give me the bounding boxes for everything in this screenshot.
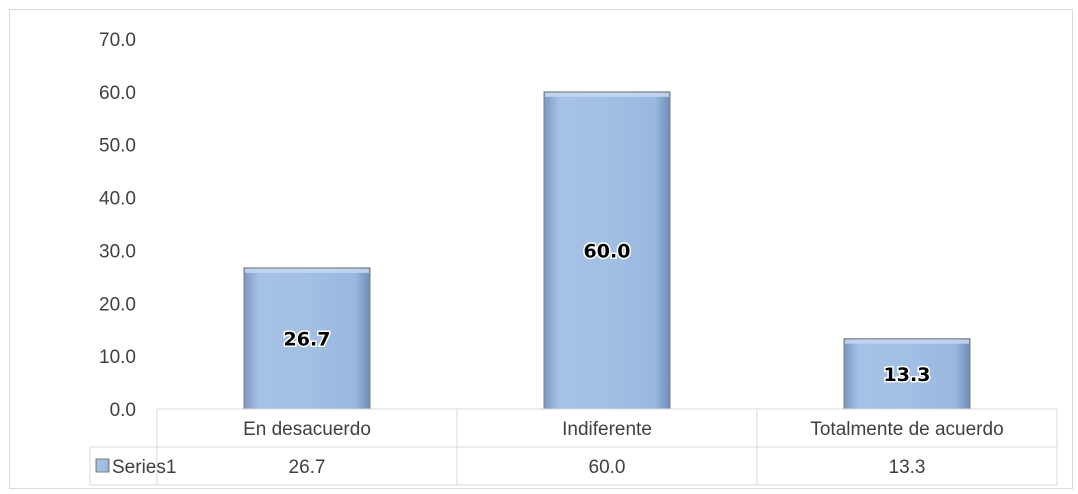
- table-value: 60.0: [589, 457, 626, 478]
- bar-bevel: [845, 339, 969, 344]
- bar: [843, 338, 971, 410]
- legend-key: [95, 458, 110, 473]
- x-category-label: Totalmente de acuerdo: [810, 419, 1003, 440]
- y-axis-tick-labels: 0.0 10.0 20.0 30.0 40.0 50.0 60.0 70.0: [99, 30, 136, 421]
- x-category-label: En desacuerdo: [243, 419, 371, 440]
- data-table: En desacuerdo Indiferente Totalmente de ac…: [89, 408, 1058, 486]
- bar-bevel: [545, 92, 669, 97]
- y-tick-label: 30.0: [99, 241, 136, 262]
- data-label: 26.7: [284, 328, 331, 350]
- y-tick-label: 60.0: [99, 83, 136, 104]
- y-tick-label: 0.0: [110, 400, 136, 421]
- data-labels: 26.7 60.0 13.3: [282, 239, 932, 387]
- y-tick-label: 50.0: [99, 136, 136, 157]
- y-tick-label: 40.0: [99, 189, 136, 210]
- y-tick-label: 10.0: [99, 347, 136, 368]
- bars: [243, 91, 971, 410]
- y-tick-label: 70.0: [99, 30, 136, 51]
- data-label: 13.3: [884, 364, 931, 386]
- data-label: 60.0: [584, 240, 631, 262]
- table-value: 13.3: [889, 457, 926, 478]
- series-label: Series1: [112, 457, 176, 478]
- bar-bevel: [245, 268, 369, 273]
- x-category-label: Indiferente: [562, 419, 652, 440]
- table-value: 26.7: [289, 457, 326, 478]
- y-tick-label: 20.0: [99, 294, 136, 315]
- bar: [543, 91, 671, 410]
- bar: [243, 267, 371, 410]
